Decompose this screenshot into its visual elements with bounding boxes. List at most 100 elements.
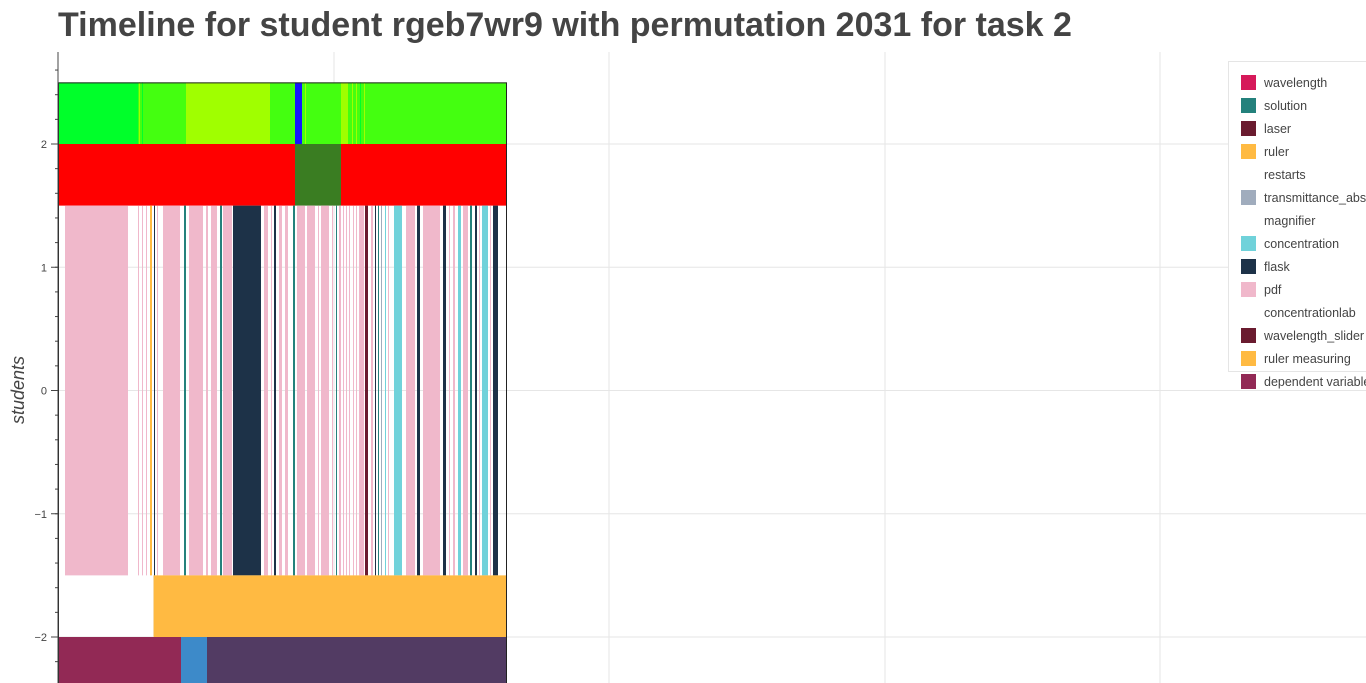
timeline-segment xyxy=(490,205,491,576)
timeline-segment xyxy=(270,82,295,144)
legend-label: transmittance_abs xyxy=(1264,190,1366,205)
legend-item: restarts xyxy=(1241,163,1366,186)
legend-swatch xyxy=(1241,305,1256,320)
timeline-segment xyxy=(321,205,329,576)
timeline-segment xyxy=(475,205,477,576)
legend-item: ruler measuring xyxy=(1241,347,1366,370)
y-tick-label: 0 xyxy=(41,386,47,398)
legend-swatch xyxy=(1241,144,1256,159)
legend-label: concentrationlab xyxy=(1264,305,1356,320)
timeline-segment xyxy=(381,205,382,576)
legend-label: ruler measuring xyxy=(1264,351,1351,366)
timeline-segment xyxy=(138,205,139,576)
legend-swatch xyxy=(1241,374,1256,389)
timeline-segment xyxy=(364,82,365,144)
timeline-segment xyxy=(470,205,472,576)
timeline-segment xyxy=(295,144,341,206)
timeline-segment xyxy=(341,144,507,206)
y-axis-label: students xyxy=(8,356,28,424)
timeline-segment xyxy=(352,82,353,144)
timeline-segment xyxy=(336,205,337,576)
legend-label: magnifier xyxy=(1264,213,1316,228)
legend-swatch xyxy=(1241,75,1256,90)
timeline-segment xyxy=(233,205,261,576)
legend-label: dependent variable xyxy=(1264,374,1366,389)
legend-item: ruler xyxy=(1241,140,1366,163)
legend-item: wavelength_slider xyxy=(1241,324,1366,347)
timeline-segment xyxy=(211,205,217,576)
legend-item: pdf xyxy=(1241,278,1366,301)
timeline-segment xyxy=(417,205,420,576)
timeline-segment xyxy=(482,205,488,576)
legend-swatch xyxy=(1241,259,1256,274)
timeline-segment xyxy=(274,205,276,576)
y-tick-label: 1 xyxy=(41,262,47,274)
legend-label: pdf xyxy=(1264,282,1282,297)
timeline-segment xyxy=(297,205,305,576)
legend-item: solution xyxy=(1241,94,1366,117)
timeline-segment xyxy=(189,205,203,576)
legend-swatch xyxy=(1241,351,1256,366)
timeline-segment xyxy=(58,82,138,144)
timeline-segment xyxy=(285,205,288,576)
legend-label: wavelength_slider xyxy=(1264,328,1365,343)
legend-label: ruler xyxy=(1264,144,1290,159)
timeline-segment xyxy=(365,205,368,576)
legend-swatch xyxy=(1241,98,1256,113)
legend-label: laser xyxy=(1264,121,1292,136)
legend-item: laser xyxy=(1241,117,1366,140)
legend-label: flask xyxy=(1264,259,1290,274)
timeline-segment xyxy=(349,205,350,576)
legend-label: wavelength xyxy=(1264,75,1328,90)
y-tick-label: −1 xyxy=(34,509,47,521)
timeline-segment xyxy=(385,205,386,576)
timeline-segment xyxy=(479,205,480,576)
y-tick-label: −2 xyxy=(34,632,47,644)
timeline-segment xyxy=(154,575,507,637)
timeline-segment xyxy=(181,637,207,683)
legend-label: concentration xyxy=(1264,236,1340,251)
timeline-segment xyxy=(307,205,315,576)
timeline-segment xyxy=(293,205,295,576)
y-axis: 2 1 0 −1 −2 xyxy=(34,52,59,683)
timeline-segment xyxy=(146,205,147,576)
legend-swatch xyxy=(1241,328,1256,343)
timeline-segment xyxy=(153,575,154,637)
timeline-segment xyxy=(356,82,357,144)
timeline-segment xyxy=(139,82,140,144)
timeline-segment xyxy=(348,82,507,144)
timeline-segment xyxy=(58,144,295,206)
timeline-segment xyxy=(206,205,208,576)
timeline-segment xyxy=(341,82,348,144)
timeline-segment xyxy=(142,205,143,576)
timeline-segment xyxy=(463,205,468,576)
chart-title: Timeline for student rgeb7wr9 with permu… xyxy=(58,6,1072,44)
timeline-segment xyxy=(220,205,222,576)
timeline-segment xyxy=(423,205,440,576)
timeline-segment xyxy=(359,205,364,576)
legend-swatch xyxy=(1241,121,1256,136)
legend-item: wavelength xyxy=(1241,71,1366,94)
legend: wavelength solution laser ruler restarts tran… xyxy=(1228,61,1366,389)
timeline-segment xyxy=(443,205,446,576)
timeline-segment xyxy=(458,205,461,576)
legend-swatch xyxy=(1241,213,1256,228)
timeline-segment xyxy=(207,637,507,683)
timeline-segment xyxy=(302,82,341,144)
timeline-segment xyxy=(279,205,282,576)
legend-swatch xyxy=(1241,167,1256,182)
timeline-segment xyxy=(65,205,128,576)
timeline-segment xyxy=(163,205,180,576)
timeline-segment xyxy=(295,82,302,144)
timeline-segment xyxy=(375,205,376,576)
legend-swatch xyxy=(1241,190,1256,205)
y-tick-label: 2 xyxy=(41,139,47,151)
timeline-segment xyxy=(271,205,272,576)
legend-item: transmittance_abs xyxy=(1241,186,1366,209)
timeline-segment xyxy=(138,82,186,144)
legend-swatch xyxy=(1241,282,1256,297)
timeline-segment xyxy=(264,205,268,576)
legend-item: magnifier xyxy=(1241,209,1366,232)
timeline-segment xyxy=(157,205,158,576)
